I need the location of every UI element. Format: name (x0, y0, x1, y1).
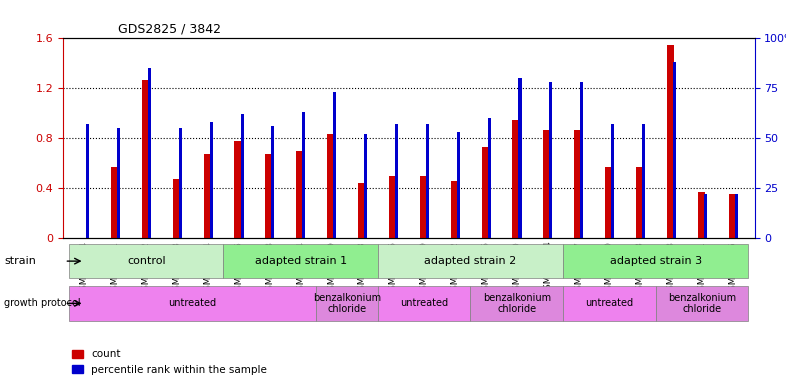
Bar (204, 154, 211, 238)
Bar (426, 124, 429, 238)
Text: strain: strain (4, 256, 36, 266)
Bar (148, 68, 151, 238)
Text: GSM154804: GSM154804 (204, 241, 212, 296)
Text: GSM154812: GSM154812 (450, 241, 460, 296)
Bar (703, 194, 707, 238)
FancyBboxPatch shape (378, 286, 471, 321)
FancyBboxPatch shape (563, 286, 656, 321)
FancyBboxPatch shape (378, 244, 563, 278)
Text: untreated: untreated (586, 298, 634, 308)
Text: benzalkonium
chloride: benzalkonium chloride (668, 293, 736, 314)
Text: GSM154806: GSM154806 (389, 241, 398, 296)
Bar (457, 132, 460, 238)
Bar (333, 92, 336, 238)
Bar (450, 180, 458, 238)
Bar (234, 141, 242, 238)
Text: GSM154807: GSM154807 (574, 241, 583, 296)
Bar (543, 129, 551, 238)
Bar (729, 194, 736, 238)
Bar (580, 82, 583, 238)
FancyBboxPatch shape (563, 244, 748, 278)
Bar (605, 167, 612, 238)
Bar (111, 167, 119, 238)
Bar (395, 124, 398, 238)
FancyBboxPatch shape (471, 286, 563, 321)
FancyBboxPatch shape (316, 286, 378, 321)
Bar (266, 154, 273, 238)
Bar (303, 112, 305, 238)
Text: growth protocol: growth protocol (4, 298, 80, 308)
Text: GSM154803: GSM154803 (173, 241, 182, 296)
Text: GSM154810: GSM154810 (605, 241, 614, 296)
FancyBboxPatch shape (69, 286, 316, 321)
Text: GSM154821: GSM154821 (697, 241, 707, 296)
Text: GSM153894: GSM153894 (80, 241, 89, 296)
Bar (389, 176, 396, 238)
Bar (735, 194, 737, 238)
Bar (117, 128, 120, 238)
Text: GSM154820: GSM154820 (512, 241, 521, 296)
Text: GSM154814: GSM154814 (296, 241, 305, 296)
Bar (636, 167, 644, 238)
Bar (549, 82, 553, 238)
Bar (574, 129, 582, 238)
FancyBboxPatch shape (656, 286, 748, 321)
Text: adapted strain 2: adapted strain 2 (424, 256, 516, 266)
Text: adapted strain 1: adapted strain 1 (255, 256, 347, 266)
Bar (642, 124, 645, 238)
Bar (358, 183, 365, 238)
Text: GSM154809: GSM154809 (420, 241, 428, 296)
FancyBboxPatch shape (223, 244, 378, 278)
Bar (178, 128, 182, 238)
Bar (519, 78, 521, 238)
Bar (482, 147, 489, 238)
Text: GSM154802: GSM154802 (141, 241, 151, 296)
Legend: count, percentile rank within the sample: count, percentile rank within the sample (68, 345, 271, 379)
Text: benzalkonium
chloride: benzalkonium chloride (313, 293, 381, 314)
Text: benzalkonium
chloride: benzalkonium chloride (483, 293, 551, 314)
Bar (611, 124, 614, 238)
Bar (141, 79, 149, 238)
Bar (271, 126, 274, 238)
Text: GSM154823: GSM154823 (358, 241, 367, 296)
Text: GSM154813: GSM154813 (636, 241, 645, 296)
Bar (698, 192, 705, 238)
Text: GSM154819: GSM154819 (327, 241, 336, 296)
Bar (512, 119, 520, 238)
Bar (241, 114, 244, 238)
Bar (173, 179, 180, 238)
Bar (667, 45, 674, 238)
Text: control: control (127, 256, 166, 266)
Text: GSM154801: GSM154801 (111, 241, 120, 296)
Bar (296, 151, 304, 238)
Text: GSM154818: GSM154818 (667, 241, 676, 296)
Bar (364, 134, 367, 238)
Bar (420, 176, 428, 238)
Bar (487, 118, 490, 238)
Text: GDS2825 / 3842: GDS2825 / 3842 (118, 23, 221, 36)
Text: GSM154824: GSM154824 (543, 241, 553, 296)
Text: GSM154805: GSM154805 (234, 241, 244, 296)
Bar (673, 62, 676, 238)
FancyBboxPatch shape (69, 244, 223, 278)
Bar (210, 122, 213, 238)
Text: untreated: untreated (400, 298, 448, 308)
Text: untreated: untreated (168, 298, 217, 308)
Text: GSM154825: GSM154825 (729, 241, 737, 296)
Text: GSM154816: GSM154816 (481, 241, 490, 296)
Bar (86, 124, 89, 238)
Bar (327, 134, 335, 238)
Text: GSM154808: GSM154808 (265, 241, 274, 296)
Text: adapted strain 3: adapted strain 3 (610, 256, 702, 266)
